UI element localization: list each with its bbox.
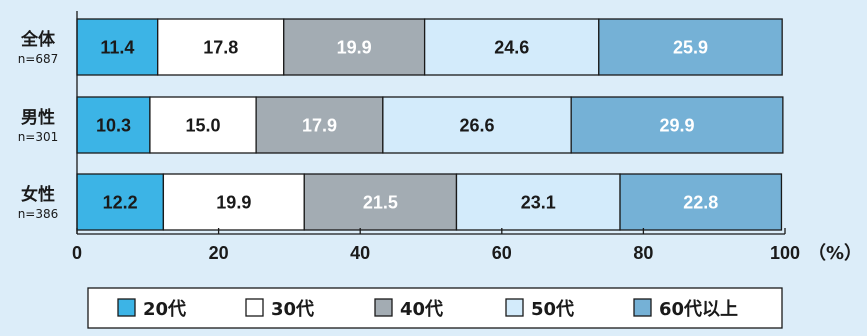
legend-label: 40代 bbox=[400, 299, 443, 320]
bar-segment bbox=[382, 96, 572, 154]
data-label: 24.6 bbox=[494, 38, 529, 58]
legend-swatch bbox=[505, 298, 524, 317]
bar-segment bbox=[619, 173, 783, 231]
legend-label: 50代 bbox=[531, 299, 574, 320]
bar-segment bbox=[303, 173, 458, 231]
x-tick-label: 100 bbox=[770, 243, 800, 263]
bar-segment bbox=[157, 18, 285, 76]
category-label: 男性 bbox=[21, 107, 55, 128]
legend-swatch bbox=[374, 298, 393, 317]
bar-segment bbox=[423, 18, 600, 76]
axis-unit: （%） bbox=[808, 243, 862, 264]
bar-segment bbox=[570, 96, 784, 154]
category-sample-size: n=386 bbox=[18, 207, 59, 221]
category-label: 女性 bbox=[21, 184, 55, 205]
data-label: 15.0 bbox=[186, 116, 221, 136]
data-label: 17.8 bbox=[203, 38, 238, 58]
bar-segment bbox=[283, 18, 426, 76]
legend-swatch bbox=[633, 298, 652, 317]
legend-label: 20代 bbox=[143, 299, 186, 320]
legend-swatch bbox=[245, 298, 264, 317]
data-label: 10.3 bbox=[96, 116, 131, 136]
legend-label: 30代 bbox=[271, 299, 314, 320]
bar-segment bbox=[598, 18, 783, 76]
data-label: 17.9 bbox=[302, 116, 337, 136]
x-tick-label: 20 bbox=[209, 243, 229, 263]
category-label: 全体 bbox=[20, 29, 56, 50]
legend-swatch bbox=[117, 298, 136, 317]
x-tick-label: 0 bbox=[72, 243, 82, 263]
data-label: 22.8 bbox=[683, 193, 718, 213]
bar-segment bbox=[76, 18, 159, 76]
legend-label: 60代以上 bbox=[659, 299, 738, 320]
bar-segment bbox=[455, 173, 621, 231]
x-tick-label: 60 bbox=[492, 243, 512, 263]
legend bbox=[87, 287, 783, 329]
data-label: 19.9 bbox=[216, 193, 251, 213]
data-label: 21.5 bbox=[363, 193, 398, 213]
data-label: 29.9 bbox=[660, 116, 695, 136]
x-tick-label: 40 bbox=[350, 243, 370, 263]
data-label: 11.4 bbox=[100, 38, 134, 58]
category-sample-size: n=301 bbox=[18, 130, 59, 144]
data-label: 26.6 bbox=[459, 116, 494, 136]
x-tick-label: 80 bbox=[633, 243, 653, 263]
bar-segment bbox=[255, 96, 384, 154]
data-label: 25.9 bbox=[673, 38, 708, 58]
data-label: 19.9 bbox=[337, 38, 372, 58]
bar-segment bbox=[162, 173, 305, 231]
data-label: 23.1 bbox=[521, 193, 556, 213]
data-label: 12.2 bbox=[103, 193, 138, 213]
bar-segment bbox=[149, 96, 257, 154]
category-sample-size: n=687 bbox=[18, 52, 59, 66]
